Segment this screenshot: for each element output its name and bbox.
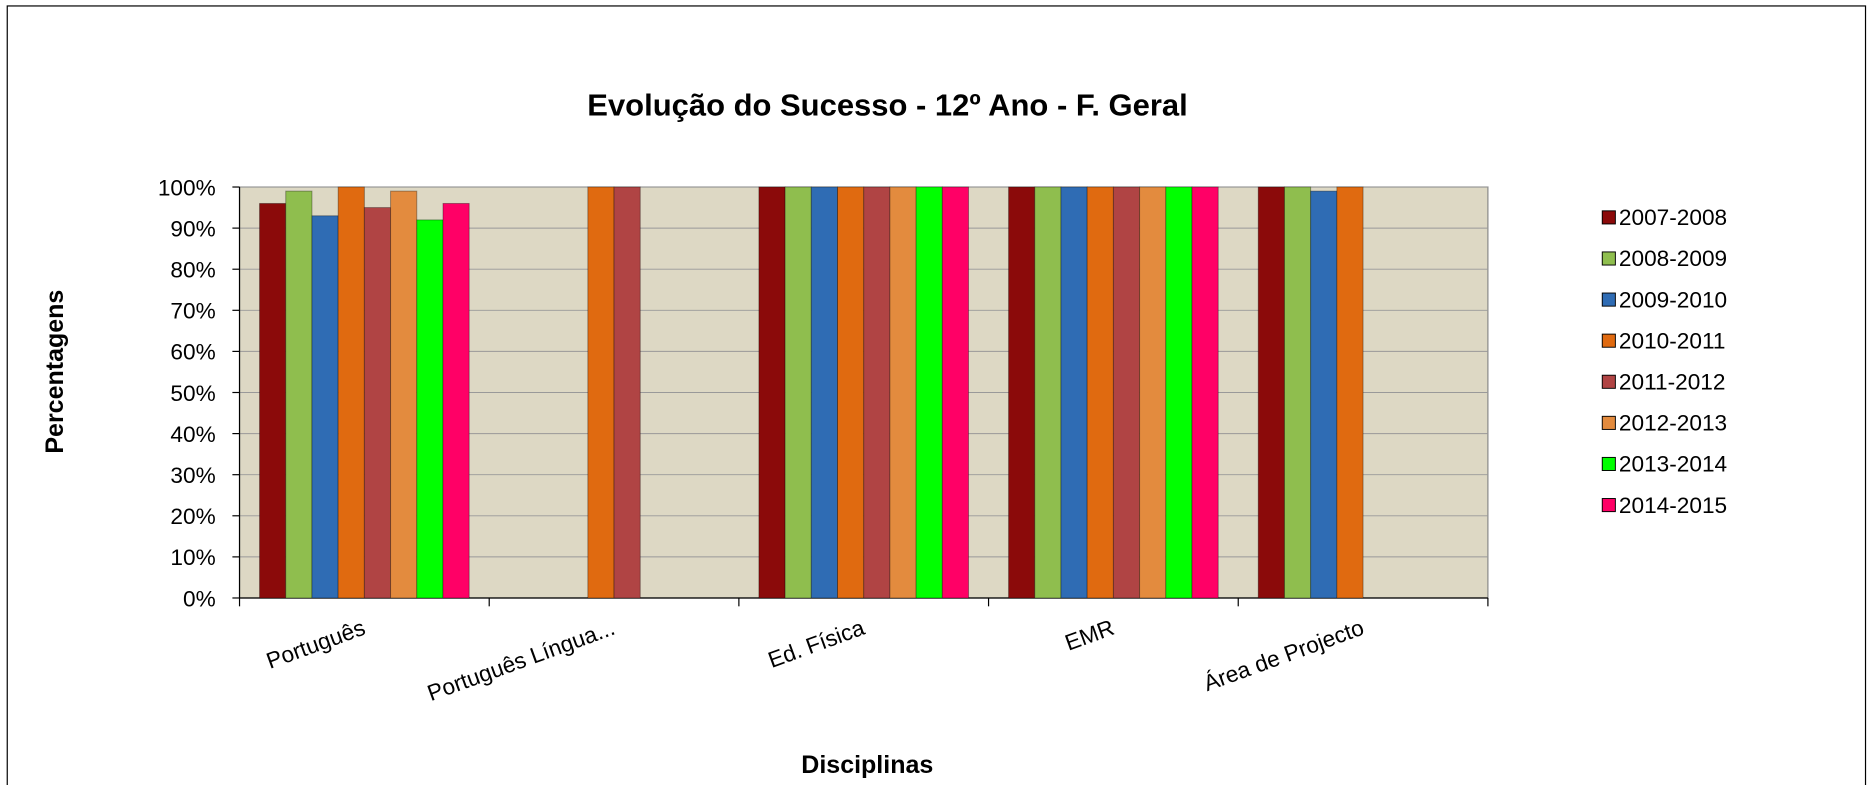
legend-swatch — [1601, 292, 1616, 307]
bar — [363, 207, 392, 599]
y-tick-label: 10% — [170, 545, 215, 570]
bar — [259, 202, 287, 599]
bar — [1139, 186, 1167, 599]
bar — [587, 186, 615, 599]
bar — [1060, 186, 1088, 599]
bar — [1191, 186, 1219, 599]
bar — [416, 219, 444, 599]
bar — [941, 186, 970, 599]
legend-swatch — [1601, 333, 1616, 348]
y-tick-label: 40% — [170, 422, 215, 447]
legend-swatch — [1601, 498, 1616, 513]
chart-title: Evolução do Sucesso - 12º Ano - F. Geral — [587, 88, 1187, 123]
bar — [1257, 186, 1285, 599]
bar — [613, 186, 641, 599]
y-tick-label: 80% — [170, 258, 215, 283]
bar — [758, 186, 786, 599]
legend-swatch — [1601, 374, 1616, 389]
bar — [1165, 186, 1193, 599]
bar — [1336, 186, 1364, 599]
bar — [1034, 186, 1062, 599]
y-axis-label: Percentagens — [41, 290, 69, 454]
x-axis-label: Disciplinas — [801, 751, 933, 779]
legend-label: 2007-2008 — [1619, 205, 1727, 230]
y-tick-label: 50% — [170, 381, 215, 406]
bar — [1310, 190, 1338, 599]
legend-label: 2013-2014 — [1619, 452, 1727, 477]
y-tick-label: 100% — [158, 175, 216, 200]
legend-label: 2010-2011 — [1619, 328, 1726, 353]
legend-label: 2012-2013 — [1619, 411, 1727, 436]
bar — [837, 186, 865, 599]
legend-swatch — [1601, 210, 1616, 225]
y-tick-label: 0% — [183, 586, 216, 611]
y-tick-label: 60% — [170, 340, 215, 365]
bar — [889, 186, 917, 599]
legend-label: 2011-2012 — [1619, 370, 1726, 395]
bar — [810, 186, 838, 599]
legend-swatch — [1601, 415, 1616, 430]
bar — [915, 186, 943, 599]
bar — [311, 215, 339, 599]
bar — [784, 186, 812, 599]
y-tick-label: 20% — [170, 504, 215, 529]
legend-label: 2009-2010 — [1619, 287, 1727, 312]
bar — [285, 190, 313, 599]
y-tick-label: 90% — [170, 216, 215, 241]
bar — [1112, 186, 1141, 599]
legend-swatch — [1601, 251, 1616, 266]
y-tick-label: 70% — [170, 299, 215, 324]
legend-label: 2014-2015 — [1619, 493, 1727, 518]
legend-label: 2008-2009 — [1619, 246, 1727, 271]
bar — [1008, 186, 1036, 599]
y-tick-label: 30% — [170, 463, 215, 488]
bar — [337, 186, 365, 599]
bar — [390, 190, 418, 599]
legend-swatch — [1601, 456, 1616, 471]
bar — [442, 202, 470, 599]
bar — [1086, 186, 1114, 599]
bar — [1283, 186, 1312, 599]
bar — [863, 186, 891, 599]
